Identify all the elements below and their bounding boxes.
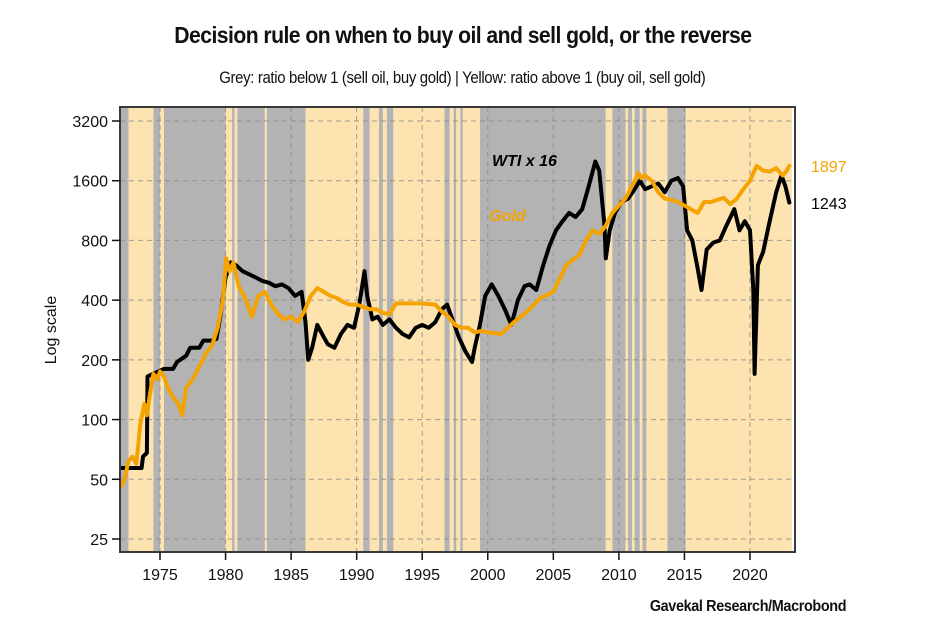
chart-subtitle: Grey: ratio below 1 (sell oil, buy gold)…: [219, 68, 706, 87]
y-tick-label: 25: [90, 532, 108, 549]
y-tick-label: 3200: [72, 114, 108, 131]
y-tick-label: 200: [81, 353, 108, 370]
band-grey: [153, 108, 160, 551]
annotation-wti-x-16: WTI x 16: [492, 153, 557, 170]
y-tick-label: 100: [81, 413, 108, 430]
y-tick-label: 800: [81, 233, 108, 250]
end-labels: 1897 1243: [811, 159, 847, 213]
band-yellow: [685, 108, 792, 551]
band-grey: [634, 108, 640, 551]
band-grey: [612, 108, 626, 551]
band-yellow: [646, 108, 668, 551]
band-yellow: [369, 108, 379, 551]
x-tick-label: 1995: [404, 567, 440, 584]
band-grey: [378, 108, 383, 551]
y-tick-label: 1600: [72, 174, 108, 191]
band-grey: [667, 108, 686, 551]
band-yellow: [382, 108, 387, 551]
x-tick-label: 2005: [536, 567, 572, 584]
band-grey: [386, 108, 394, 551]
end-label-gold: 1897: [811, 159, 847, 176]
x-tick-label: 2015: [667, 567, 703, 584]
end-label-wti-x-16: 1243: [811, 196, 847, 213]
plot-frame: [119, 106, 796, 553]
x-tick-label: 1985: [273, 567, 309, 584]
band-grey: [232, 108, 235, 551]
band-yellow: [234, 108, 238, 551]
y-tick-label: 50: [90, 472, 108, 489]
series-lines: [121, 159, 792, 489]
y-tick-label: 400: [81, 293, 108, 310]
band-grey: [628, 108, 632, 551]
band-yellow: [456, 108, 461, 551]
band-yellow: [264, 108, 267, 551]
gridlines: [120, 107, 795, 552]
band-grey: [363, 108, 370, 551]
x-tick-label: 2020: [732, 567, 768, 584]
annotations: WTI x 16 Gold: [489, 153, 557, 225]
chart-title: Decision rule on when to buy oil and sel…: [174, 22, 752, 48]
band-yellow: [605, 108, 613, 551]
band-yellow: [393, 108, 445, 551]
band-grey: [642, 108, 647, 551]
series-line-wti-x-16: [121, 159, 792, 470]
x-tick-label: 2000: [470, 567, 506, 584]
x-tick-label: 1980: [208, 567, 244, 584]
series-line-gold: [121, 163, 792, 489]
x-axis: 1975 1980 1985 1990 1995 2000 2005 2010 2015 2020: [142, 552, 768, 584]
x-tick-label: 1990: [339, 567, 375, 584]
band-yellow: [128, 108, 154, 551]
band-grey: [121, 108, 129, 551]
band-grey: [479, 108, 606, 551]
band-yellow: [639, 108, 643, 551]
x-tick-label: 1975: [142, 567, 178, 584]
band-grey: [444, 108, 450, 551]
band-yellow: [225, 108, 233, 551]
band-yellow: [625, 108, 629, 551]
band-grey: [266, 108, 306, 551]
y-axis: 25 50 100 200 400 800 1600 3200: [72, 114, 120, 549]
band-yellow: [160, 108, 164, 551]
band-grey: [237, 108, 265, 551]
x-tick-label: 2010: [601, 567, 637, 584]
source-credit: Gavekal Research/Macrobond: [649, 598, 847, 615]
band-yellow: [449, 108, 454, 551]
annotation-gold: Gold: [489, 208, 527, 225]
band-yellow: [632, 108, 635, 551]
y-axis-label: Log scale: [43, 296, 60, 365]
